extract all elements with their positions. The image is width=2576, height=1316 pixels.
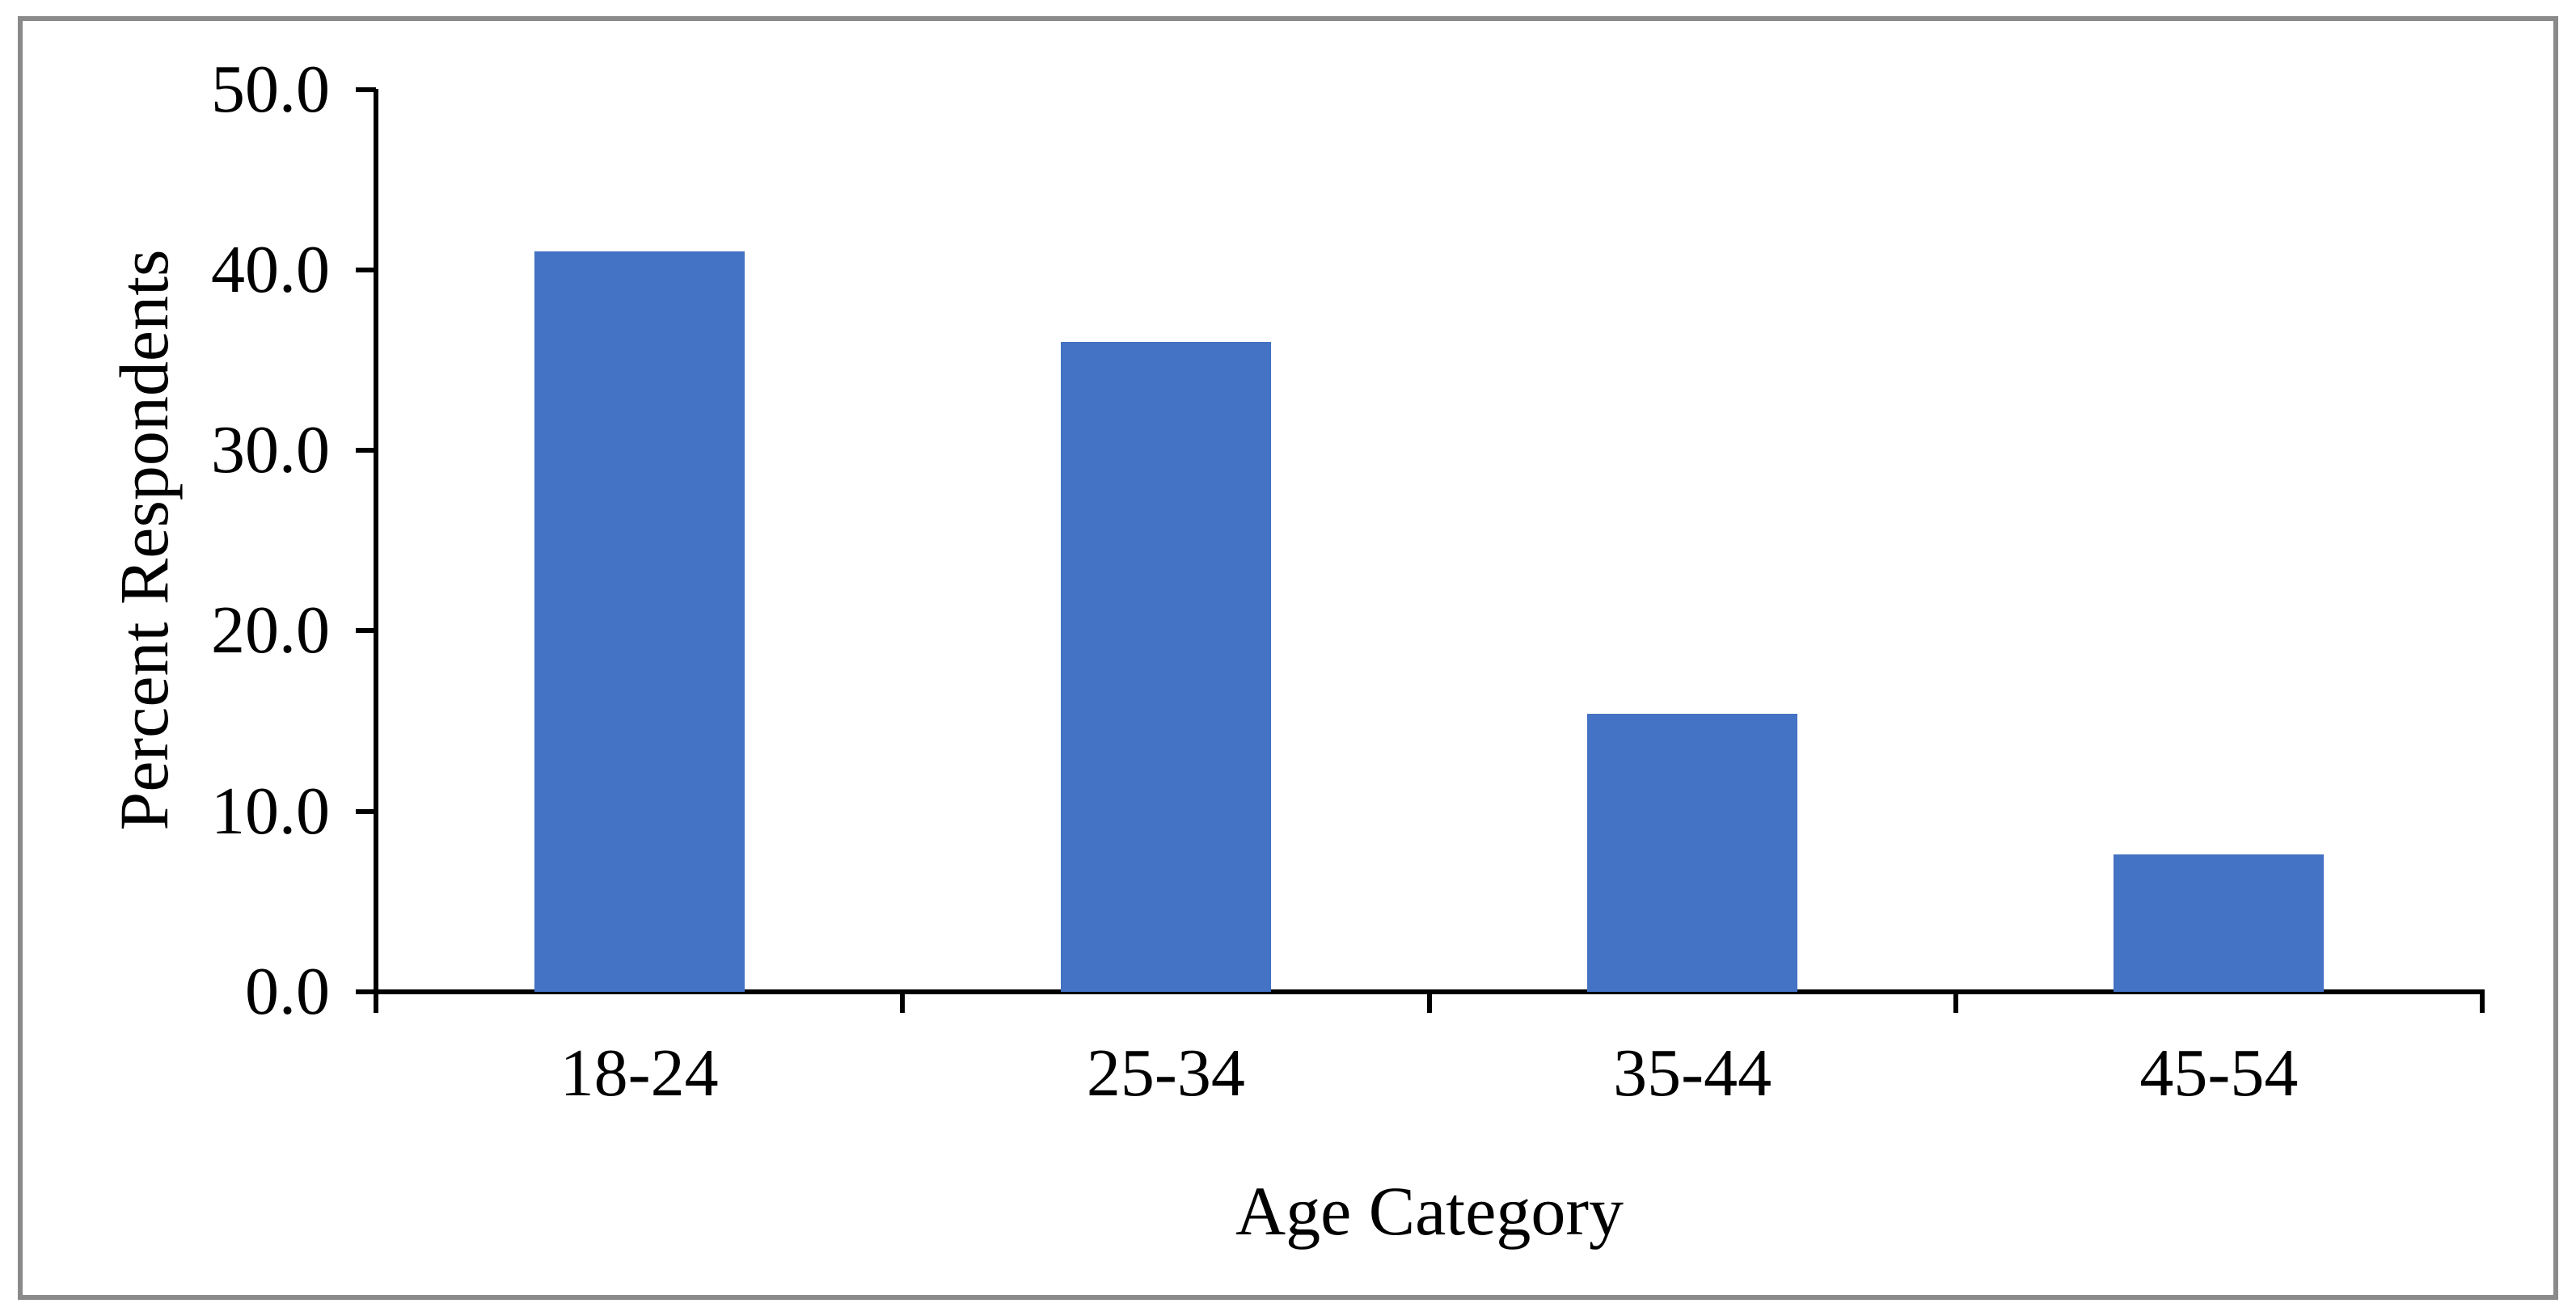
bar-25-34 (1060, 342, 1271, 992)
x-tick-label-18-24: 18-24 (560, 1036, 719, 1111)
y-axis-line (374, 89, 378, 994)
x-axis-boundary-tick (1953, 992, 1958, 1013)
y-axis-tick-0.0 (356, 989, 376, 994)
bar-35-44 (1587, 714, 1798, 992)
bar-18-24 (534, 251, 745, 992)
y-axis-tick-20.0 (356, 628, 376, 634)
y-axis-tick-50.0 (356, 86, 376, 92)
x-axis-title: Age Category (1235, 1172, 1624, 1250)
x-tick-label-35-44: 35-44 (1613, 1036, 1772, 1111)
y-axis-tick-40.0 (356, 267, 376, 272)
y-axis-tick-10.0 (356, 808, 376, 814)
x-axis-boundary-tick (374, 992, 378, 1013)
y-tick-label-20.0: 20.0 (211, 593, 330, 669)
y-tick-label-40.0: 40.0 (211, 231, 330, 307)
x-axis-boundary-tick (900, 992, 906, 1013)
x-axis-boundary-tick (2480, 992, 2485, 1013)
y-tick-label-30.0: 30.0 (211, 412, 330, 488)
x-axis-boundary-tick (1426, 992, 1432, 1013)
x-tick-label-45-54: 45-54 (2139, 1036, 2299, 1111)
y-axis-tick-30.0 (356, 448, 376, 453)
x-tick-label-25-34: 25-34 (1086, 1036, 1245, 1111)
chart-frame-border (18, 16, 2558, 1300)
y-tick-label-50.0: 50.0 (211, 51, 330, 127)
y-axis-title: Percent Respondents (105, 249, 183, 831)
y-tick-label-10.0: 10.0 (211, 773, 330, 849)
y-tick-label-0.0: 0.0 (245, 954, 330, 1029)
bar-45-54 (2114, 854, 2325, 992)
